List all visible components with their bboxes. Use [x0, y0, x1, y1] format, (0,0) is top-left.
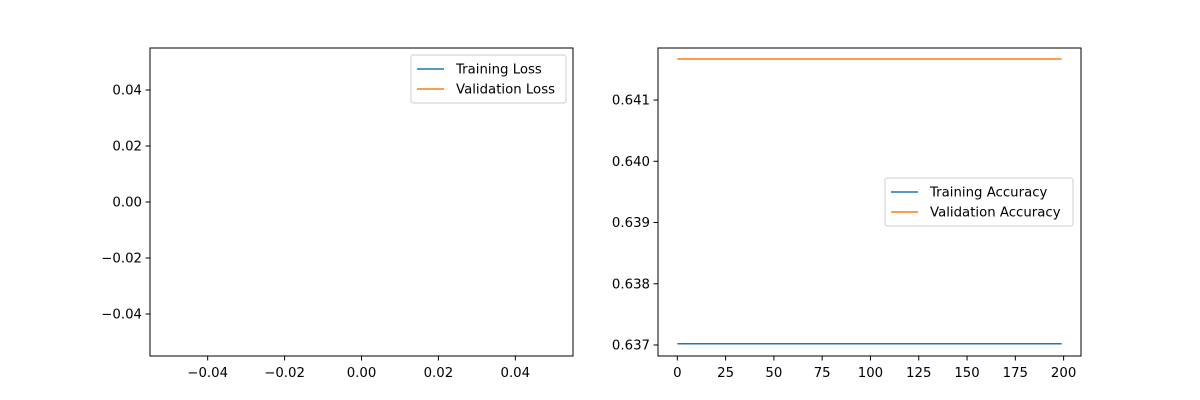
legend-box	[410, 54, 567, 104]
legend-box	[884, 177, 1074, 227]
x-tick-label: 100	[858, 366, 883, 381]
x-tick-label: 0.04	[501, 366, 531, 381]
x-tick-label: −0.04	[187, 366, 228, 381]
x-tick-label: 50	[765, 366, 782, 381]
legend-label: Validation Loss	[456, 83, 555, 98]
y-tick-label: 0.641	[612, 94, 650, 109]
y-tick-label: 0.00	[112, 196, 142, 211]
x-tick-label: 175	[1003, 366, 1028, 381]
legend-label: Training Accuracy	[929, 186, 1048, 201]
x-tick-label: 0.00	[347, 366, 377, 381]
x-tick-label: −0.02	[264, 366, 305, 381]
legend-label: Training Loss	[455, 63, 542, 78]
x-tick-label: 200	[1051, 366, 1076, 381]
y-tick-label: −0.04	[101, 308, 142, 323]
y-tick-label: 0.640	[612, 155, 650, 170]
y-tick-label: 0.638	[612, 277, 650, 292]
axes-frame	[657, 47, 1082, 357]
x-tick-label: 75	[814, 366, 831, 381]
legend-label: Validation Accuracy	[930, 206, 1061, 221]
chart-panel-2: 0 25 50 75 100 125 150 175 200 0.637 0.638 0.639 0.6…	[612, 47, 1082, 381]
legend: Training Loss Validation Loss	[410, 54, 567, 104]
x-tick-label: 0.02	[424, 366, 454, 381]
x-tick-label: 0	[673, 366, 681, 381]
y-tick-label: 0.04	[112, 84, 142, 99]
y-tick-label: −0.02	[101, 252, 142, 267]
x-tick-label: 150	[954, 366, 979, 381]
y-tick-label: 0.637	[612, 339, 650, 354]
legend: Training Accuracy Validation Accuracy	[884, 177, 1074, 227]
y-tick-label: 0.639	[612, 216, 650, 231]
y-tick-label: 0.02	[112, 140, 142, 155]
x-tick-label: 25	[717, 366, 734, 381]
chart-panel-1: −0.04 −0.02 0.00 0.02 0.04 −0.04 −0.02 0.00 0.02…	[101, 47, 574, 381]
x-tick-label: 125	[906, 366, 931, 381]
